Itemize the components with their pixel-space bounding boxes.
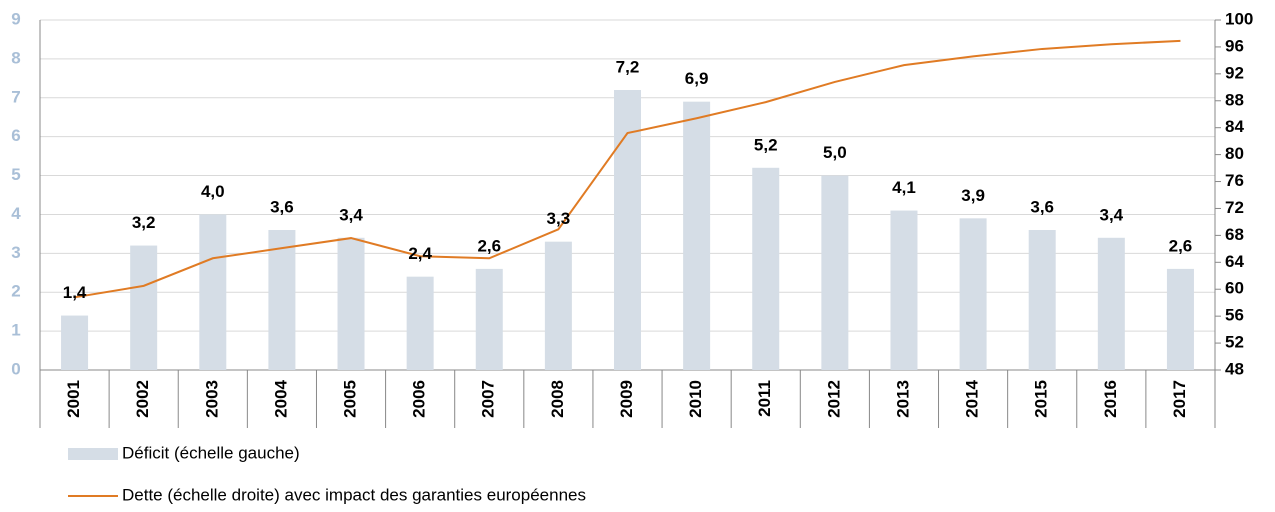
- bar: [475, 268, 503, 370]
- y2-tick-label: 56: [1225, 306, 1244, 325]
- y-tick-label: 4: [11, 204, 21, 223]
- x-tick-label: 2008: [548, 380, 567, 418]
- data-label: 3,9: [961, 186, 985, 205]
- y2-tick-label: 60: [1225, 279, 1244, 298]
- x-tick-label: 2009: [617, 380, 636, 418]
- bar: [752, 167, 780, 370]
- bar: [614, 90, 641, 370]
- legend-swatch: [68, 448, 118, 460]
- x-tick-label: 2002: [133, 380, 152, 418]
- y2-tick-label: 76: [1225, 171, 1244, 190]
- data-label: 5,0: [823, 143, 847, 162]
- bar: [1166, 268, 1194, 370]
- data-label: 2,4: [408, 244, 432, 263]
- data-label: 7,2: [616, 57, 640, 76]
- data-label: 4,0: [201, 182, 225, 201]
- y2-tick-label: 100: [1225, 9, 1253, 28]
- y2-tick-label: 68: [1225, 225, 1244, 244]
- x-tick-label: 2003: [202, 380, 221, 418]
- data-label: 2,6: [1169, 236, 1193, 255]
- x-tick-label: 2001: [64, 380, 83, 418]
- y-tick-label: 7: [11, 87, 20, 106]
- data-label: 3,3: [547, 209, 571, 228]
- line: [74, 39, 1181, 299]
- data-label: 4,1: [892, 178, 916, 197]
- bar: [683, 101, 711, 371]
- data-label: 5,2: [754, 135, 778, 154]
- x-tick-label: 2005: [341, 380, 360, 418]
- bar: [130, 245, 158, 370]
- bar: [821, 175, 849, 370]
- bar: [1097, 237, 1125, 370]
- x-tick-label: 2010: [686, 380, 705, 418]
- y-tick-label: 8: [11, 48, 20, 67]
- data-label: 3,2: [132, 213, 156, 232]
- y2-tick-label: 48: [1225, 359, 1244, 378]
- y-tick-label: 3: [11, 243, 20, 262]
- data-label: 3,6: [1030, 197, 1054, 216]
- y2-tick-label: 80: [1225, 144, 1244, 163]
- bar: [890, 210, 918, 370]
- y2-tick-label: 92: [1225, 63, 1244, 82]
- y-tick-label: 2: [11, 282, 20, 301]
- y2-tick-label: 72: [1225, 198, 1244, 217]
- y2-tick-label: 84: [1225, 117, 1244, 136]
- x-tick-label: 2004: [271, 379, 290, 417]
- data-label: 3,6: [270, 197, 294, 216]
- y-tick-label: 0: [11, 359, 20, 378]
- y-tick-label: 1: [11, 321, 20, 340]
- y-tick-label: 6: [11, 126, 20, 145]
- x-tick-label: 2012: [824, 380, 843, 418]
- bar: [268, 230, 296, 370]
- y-tick-label: 5: [11, 165, 20, 184]
- bar: [959, 218, 987, 370]
- legend-label: Dette (échelle droite) avec impact des g…: [122, 485, 586, 504]
- bar: [199, 214, 227, 370]
- data-label: 1,4: [63, 283, 87, 302]
- data-label: 2,6: [477, 236, 501, 255]
- x-tick-label: 2011: [755, 380, 774, 417]
- x-tick-label: 2014: [963, 379, 982, 417]
- bar: [337, 237, 365, 370]
- data-label: 3,4: [1100, 205, 1124, 224]
- y2-tick-label: 88: [1225, 90, 1244, 109]
- x-tick-label: 2013: [893, 380, 912, 418]
- bar: [544, 241, 572, 370]
- legend-label: Déficit (échelle gauche): [122, 443, 300, 462]
- x-tick-label: 2016: [1101, 380, 1120, 418]
- x-tick-label: 2007: [479, 380, 498, 418]
- x-tick-label: 2017: [1170, 380, 1189, 418]
- data-label: 6,9: [685, 69, 709, 88]
- x-tick-label: 2015: [1032, 380, 1051, 418]
- x-tick-label: 2006: [410, 380, 429, 418]
- y2-tick-label: 96: [1225, 36, 1244, 55]
- y-tick-label: 9: [11, 9, 20, 28]
- data-label: 3,4: [339, 205, 363, 224]
- bar: [406, 276, 434, 370]
- y2-tick-label: 52: [1225, 333, 1244, 352]
- bar: [61, 315, 89, 370]
- bar: [1028, 230, 1056, 370]
- y2-tick-label: 64: [1225, 252, 1244, 271]
